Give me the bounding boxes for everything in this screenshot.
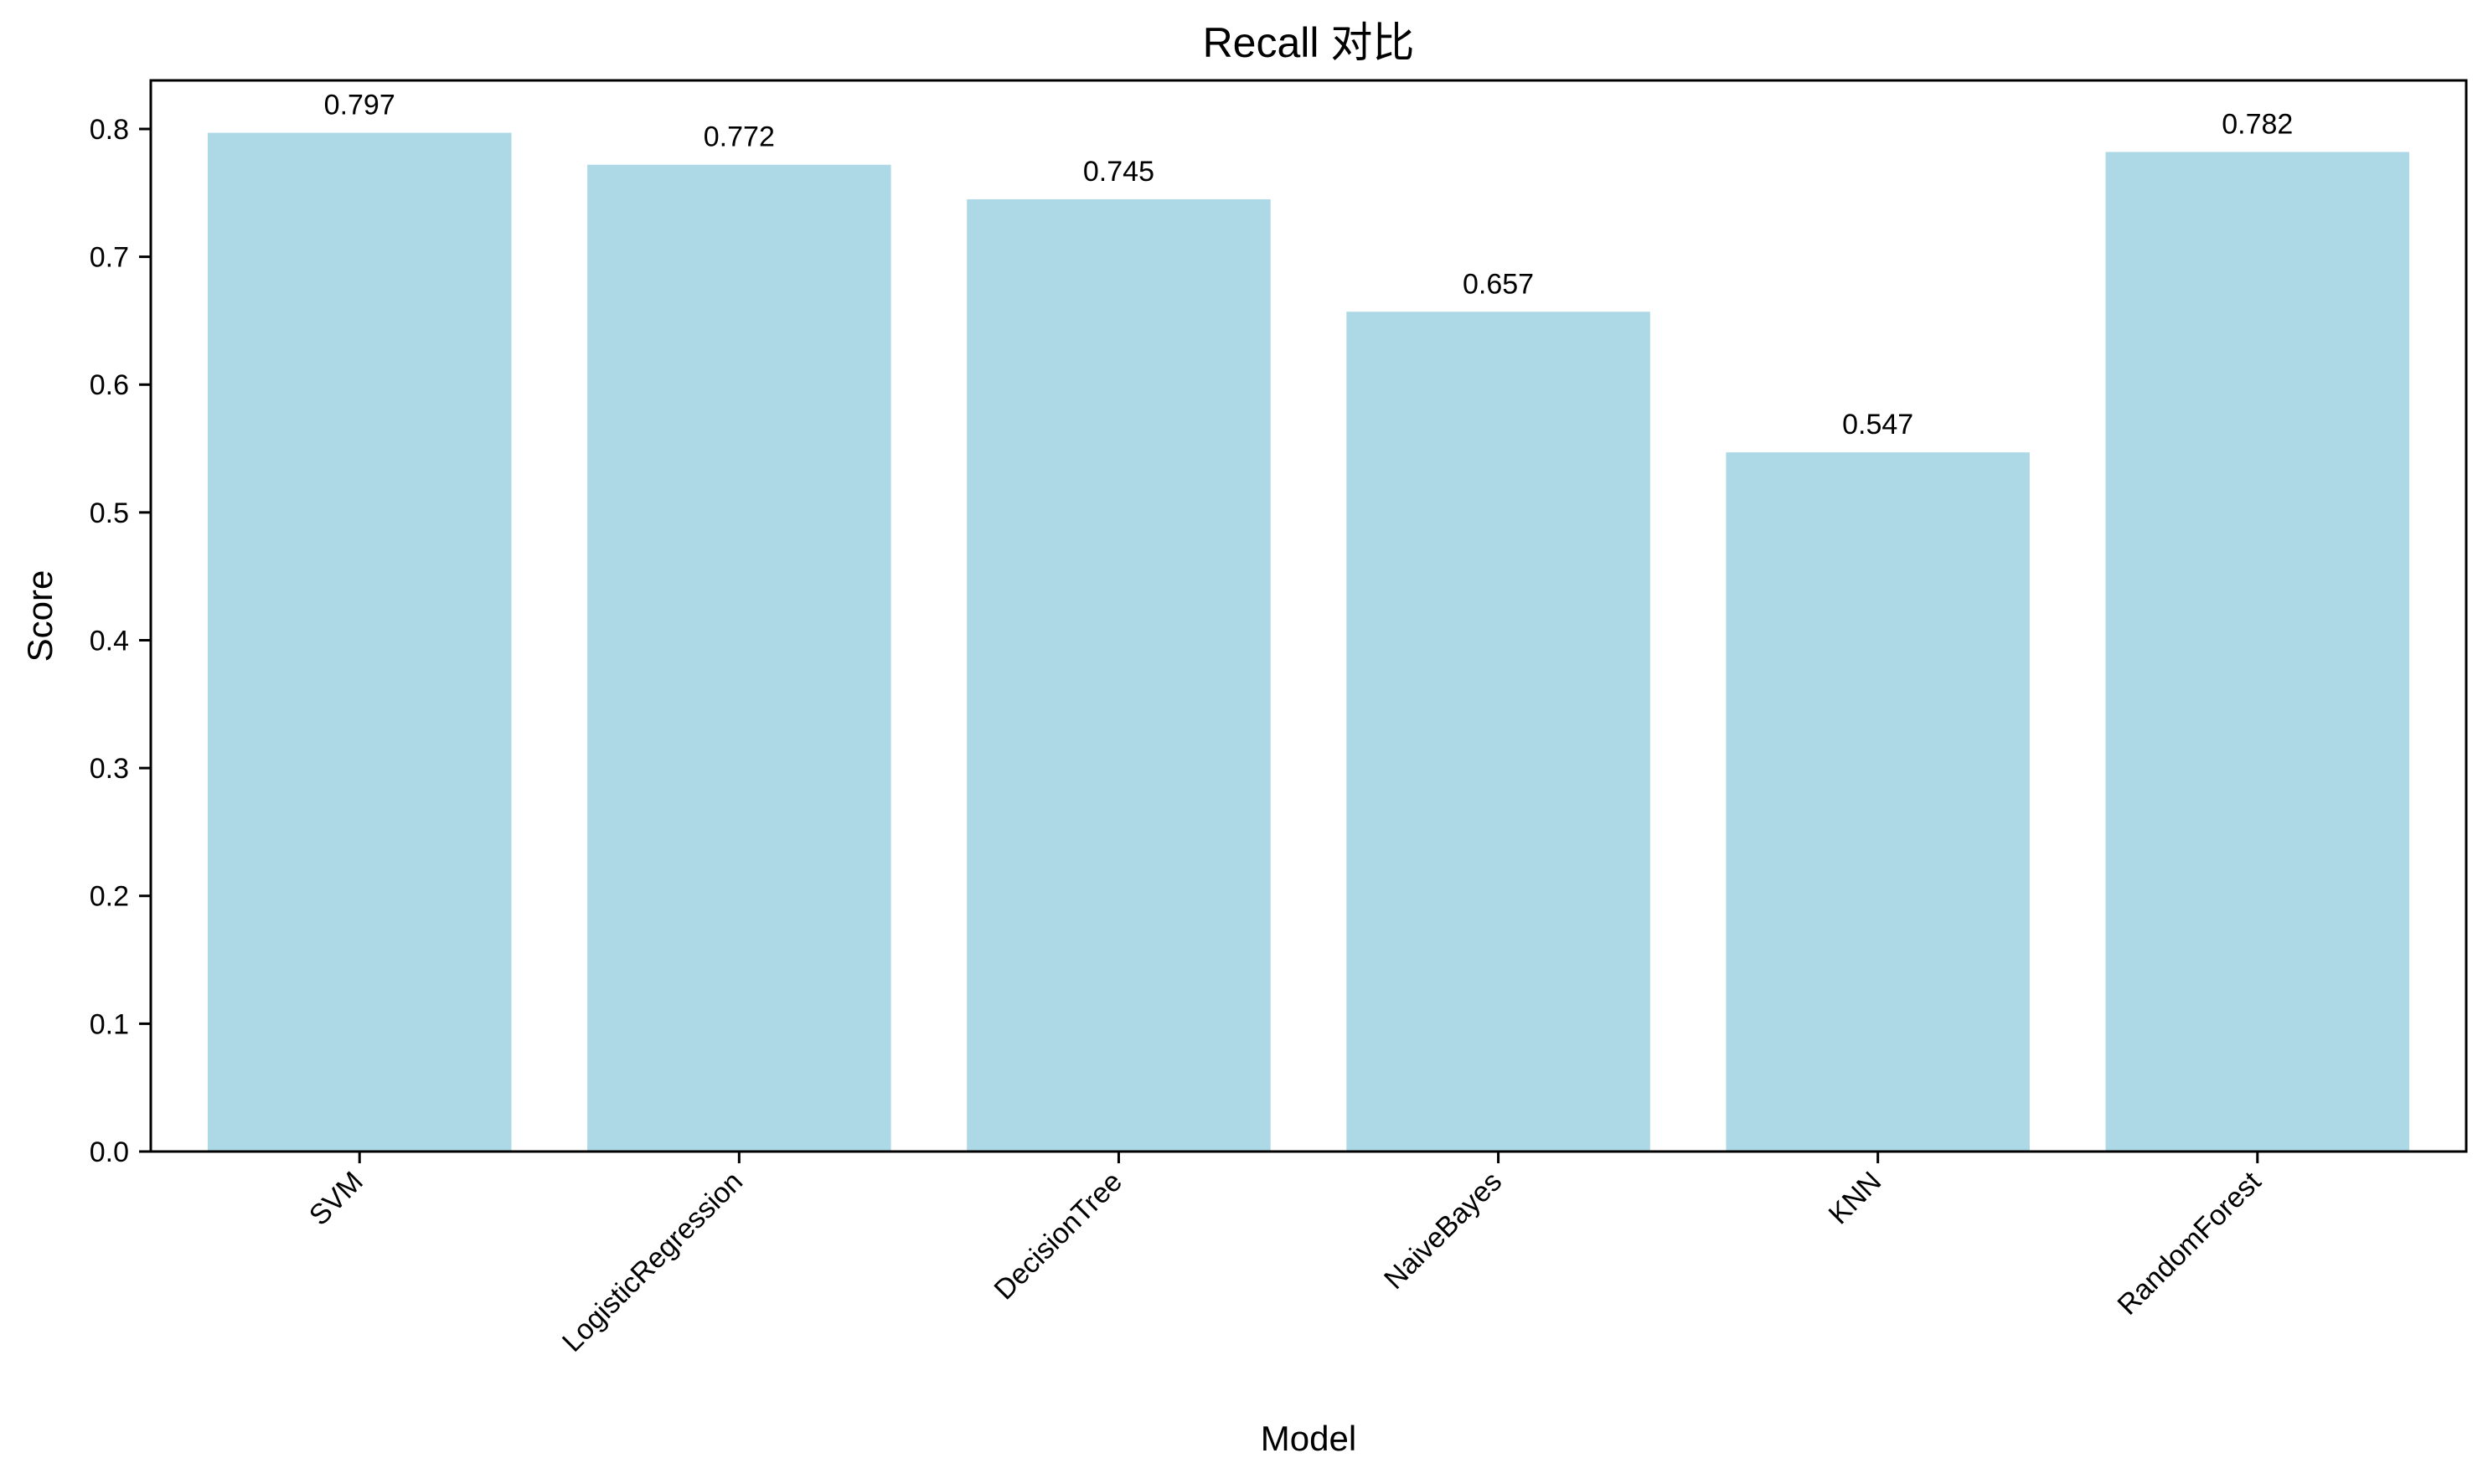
x-axis-title: Model — [1261, 1419, 1356, 1458]
bar-value-label-svm: 0.797 — [324, 90, 395, 121]
y-tick-label: 0.6 — [90, 369, 129, 401]
bar-decisiontree — [967, 198, 1271, 1152]
plot-frame — [149, 79, 2468, 1153]
bar-knn — [1726, 452, 2030, 1152]
y-tick-label: 0.1 — [90, 1008, 129, 1040]
bar-naivebayes — [1346, 312, 1650, 1152]
y-tick-label: 0.4 — [90, 625, 129, 657]
bar-value-label-decisiontree: 0.745 — [1083, 156, 1154, 188]
bar-value-label-randomforest: 0.782 — [2222, 108, 2293, 140]
bar-randomforest — [2105, 152, 2410, 1152]
y-axis-title: Score — [20, 570, 59, 662]
bar-svm — [207, 132, 512, 1152]
bar-value-label-naivebayes: 0.657 — [1463, 268, 1534, 300]
chart-title: Recall 对比 — [1203, 19, 1415, 66]
y-tick-label: 0.3 — [90, 753, 129, 785]
ticks-layer — [139, 127, 2259, 1163]
bar-value-label-logisticregression: 0.772 — [704, 121, 775, 153]
y-tick-label: 0.5 — [90, 497, 129, 529]
y-tick-label: 0.0 — [90, 1136, 129, 1168]
y-tick-label: 0.7 — [90, 242, 129, 274]
bars-layer — [207, 132, 2410, 1152]
y-tick-label: 0.2 — [90, 881, 129, 913]
bar-value-label-knn: 0.547 — [1842, 409, 1913, 441]
y-tick-label: 0.8 — [90, 114, 129, 146]
bar-logisticregression — [587, 164, 891, 1152]
